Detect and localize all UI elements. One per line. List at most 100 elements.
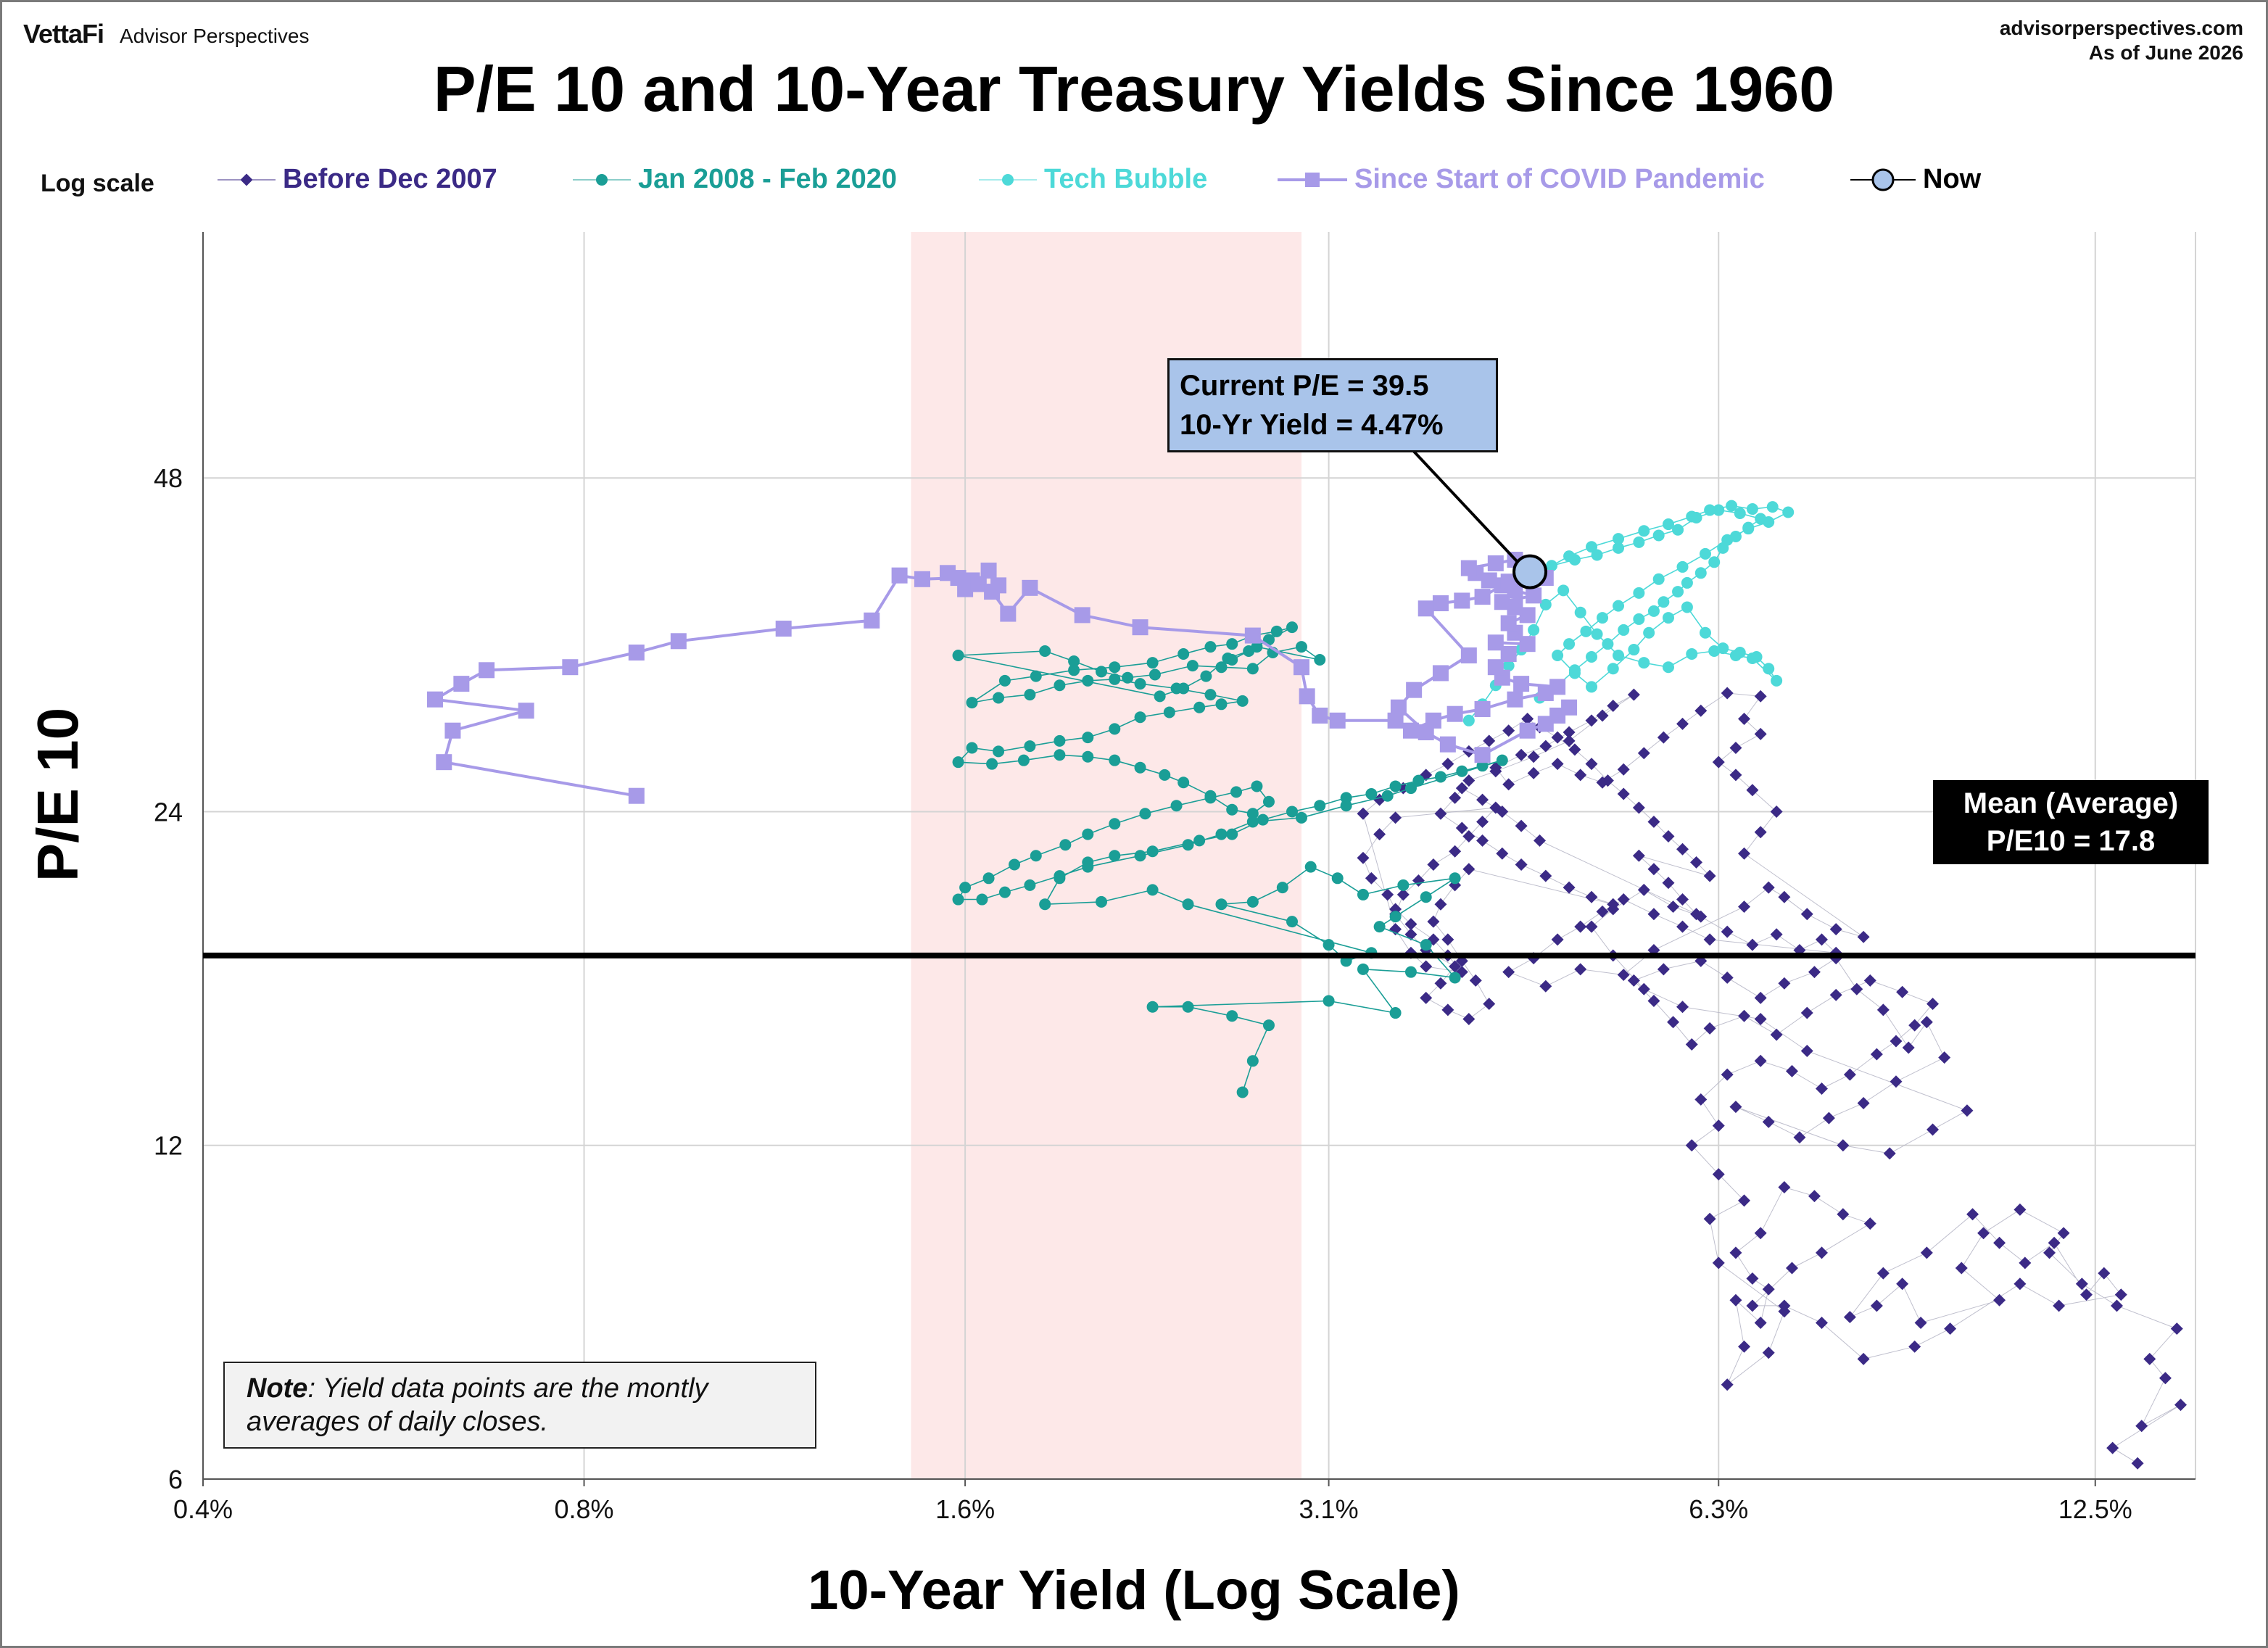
data-point-circle — [1286, 621, 1299, 634]
data-point-circle — [1122, 671, 1134, 684]
data-point-circle — [1024, 740, 1036, 753]
data-point-square — [1312, 707, 1328, 724]
legend-label: Tech Bubble — [1044, 164, 1208, 194]
data-point-square — [1513, 676, 1530, 692]
data-point-square — [1494, 594, 1510, 610]
data-point-circle — [1030, 850, 1042, 862]
data-point-diamond — [1365, 871, 1378, 885]
data-point-diamond — [1539, 869, 1552, 882]
data-point-square — [1022, 579, 1038, 596]
data-point-circle — [1613, 542, 1625, 554]
data-point-diamond — [1627, 974, 1640, 987]
data-point-diamond — [1896, 985, 1909, 998]
data-point-square — [444, 722, 461, 739]
legend-item-tech-bubble[interactable]: Tech Bubble — [979, 164, 1207, 195]
data-point-circle — [1643, 626, 1655, 639]
data-point-diamond — [1857, 930, 1870, 943]
data-point-diamond — [2080, 1288, 2093, 1301]
data-point-diamond — [1373, 828, 1386, 841]
legend-item-2008-2020[interactable]: Jan 2008 - Feb 2020 — [573, 164, 897, 195]
data-point-circle — [1251, 780, 1263, 792]
data-point-diamond — [1896, 1278, 1909, 1291]
data-point-circle — [1699, 626, 1711, 639]
legend-item-before-2007[interactable]: Before Dec 2007 — [218, 164, 497, 195]
data-point-diamond — [1883, 1147, 1896, 1160]
data-point-diamond — [1676, 893, 1689, 906]
data-point-diamond — [1662, 830, 1675, 843]
callout-line-yield: 10-Yr Yield = 4.47% — [1180, 409, 1444, 441]
data-point-diamond — [1574, 769, 1587, 782]
data-point-circle — [1159, 769, 1171, 781]
data-point-diamond — [1770, 928, 1783, 941]
data-point-diamond — [1857, 1097, 1870, 1109]
data-point-diamond — [1574, 963, 1587, 976]
data-point-diamond — [1890, 1035, 1903, 1048]
data-point-circle — [1662, 661, 1674, 674]
data-point-diamond — [1778, 1181, 1791, 1193]
data-point-diamond — [1738, 1009, 1751, 1022]
data-point-square — [628, 645, 645, 661]
data-point-diamond — [1434, 898, 1447, 911]
y-tick-label: 6 — [168, 1465, 183, 1494]
data-point-diamond — [1585, 920, 1598, 933]
data-point-square — [1487, 555, 1504, 571]
data-point-square — [1432, 665, 1449, 682]
data-point-circle — [1397, 879, 1410, 891]
source-url[interactable]: advisorperspectives.com — [1999, 17, 2243, 39]
data-point-diamond — [1712, 1119, 1725, 1133]
data-point-circle — [1134, 761, 1146, 774]
data-point-diamond — [1703, 869, 1716, 882]
data-point-diamond — [2111, 1299, 2123, 1312]
data-point-diamond — [1667, 900, 1680, 914]
data-point-diamond — [1647, 815, 1660, 828]
data-point-square — [1293, 659, 1309, 676]
data-point-diamond — [1637, 883, 1650, 896]
data-point-square — [1474, 700, 1491, 717]
data-point-circle — [1146, 1001, 1159, 1013]
data-point-diamond — [1721, 971, 1734, 984]
data-point-diamond — [1778, 890, 1791, 903]
data-point-circle — [1699, 547, 1711, 560]
data-point-diamond — [1420, 960, 1433, 973]
data-point-circle — [1434, 771, 1447, 783]
data-point-diamond — [1694, 1093, 1708, 1106]
data-point-diamond — [2106, 1441, 2119, 1454]
brand-name: Advisor Perspectives — [120, 25, 310, 47]
legend-label: Before Dec 2007 — [283, 164, 497, 194]
data-point-circle — [1178, 777, 1190, 789]
data-point-diamond — [1961, 1104, 1974, 1117]
data-point-diamond — [1729, 1293, 1742, 1307]
data-point-circle — [1262, 1019, 1275, 1032]
data-point-circle — [1215, 698, 1228, 711]
data-point-diamond — [1703, 1212, 1716, 1225]
data-point-square — [1460, 560, 1477, 576]
data-point-diamond — [1754, 1054, 1767, 1067]
data-point-circle — [1204, 790, 1217, 802]
data-point-circle — [966, 697, 978, 709]
data-point-diamond — [1863, 1217, 1876, 1230]
data-point-diamond — [1993, 1293, 2006, 1307]
data-point-diamond — [1496, 847, 1509, 860]
legend-item-covid[interactable]: Since Start of COVID Pandemic — [1278, 164, 1765, 195]
data-point-square — [775, 621, 792, 637]
data-point-circle — [1082, 750, 1094, 763]
data-point-circle — [1638, 657, 1650, 669]
data-point-circle — [1109, 754, 1121, 766]
legend-item-now[interactable]: Now — [1850, 164, 1981, 195]
data-point-diamond — [1527, 750, 1540, 763]
data-point-circle — [1563, 638, 1576, 650]
data-point-circle — [1146, 845, 1159, 858]
x-tick-label: 0.4% — [173, 1494, 233, 1524]
data-point-diamond — [1770, 1028, 1783, 1041]
data-point-square — [1418, 600, 1434, 617]
data-point-circle — [1496, 754, 1508, 766]
data-point-circle — [1226, 638, 1238, 650]
data-point-diamond — [2135, 1420, 2148, 1433]
data-point-circle — [1286, 806, 1299, 818]
data-point-diamond — [1515, 819, 1528, 832]
data-point-circle — [1230, 786, 1243, 798]
data-point-diamond — [1637, 747, 1650, 760]
data-point-diamond — [1563, 726, 1576, 739]
data-point-square — [1487, 659, 1504, 676]
